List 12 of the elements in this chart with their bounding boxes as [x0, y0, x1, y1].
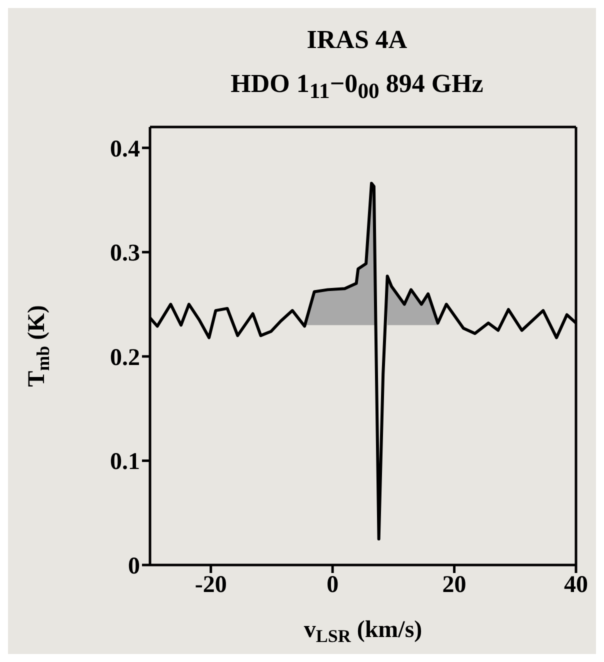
x-tick-label: 20: [442, 572, 466, 598]
x-tick-label: -20: [194, 572, 227, 598]
x-tick-label: 40: [564, 572, 588, 598]
y-tick-label: 0.3: [110, 240, 140, 267]
y-tick-label: 0.1: [110, 449, 140, 476]
x-tick-label: 0: [326, 572, 339, 598]
x-axis-title: v$_{LSR}$ (km/s): [304, 617, 422, 647]
y-tick-label: 0.4: [110, 136, 140, 163]
y-tick-label: 0: [128, 554, 140, 580]
y-tick-label: 0.2: [110, 345, 140, 372]
chart-subtitle: HDO 1$_{11}$−0$_{00}$ 894 GHz: [230, 68, 484, 106]
chart-title: IRAS 4A: [306, 24, 408, 56]
